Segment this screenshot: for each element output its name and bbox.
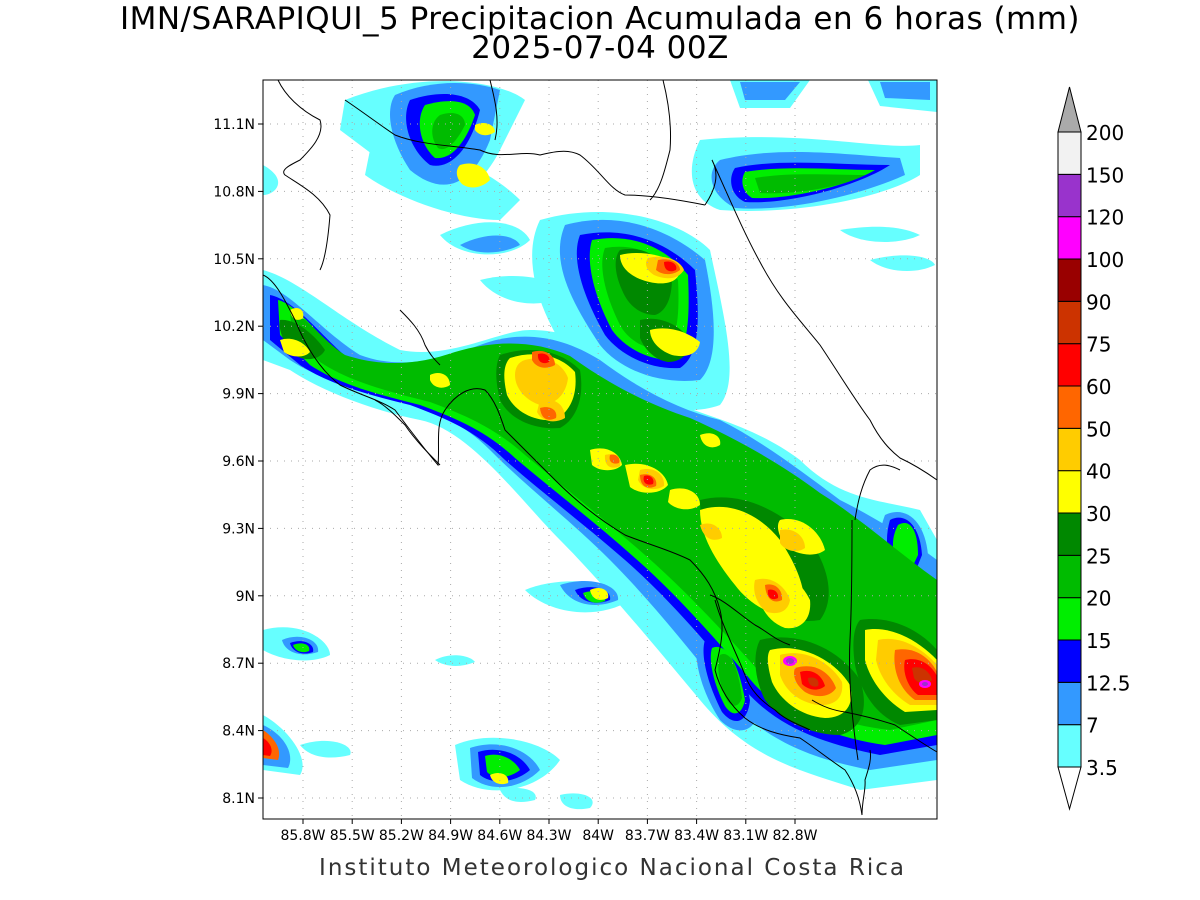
lon-tick-label: 83.1W xyxy=(723,828,768,844)
colorbar-swatch xyxy=(1057,427,1082,472)
longitude-labels: 85.8W 85.5W 85.2W 84.9W 84.6W 84.3W 84W 83.7W 83… xyxy=(280,819,818,844)
lon-tick-label: 84.6W xyxy=(477,828,522,844)
lon-tick-label: 83.7W xyxy=(625,828,670,844)
colorbar-level-label: 20 xyxy=(1086,587,1111,611)
lat-tick-label: 10.2N xyxy=(213,319,255,335)
colorbar-swatch xyxy=(1057,131,1082,175)
colorbar-swatch xyxy=(1057,258,1082,302)
colorbar-swatch xyxy=(1057,724,1082,768)
map-datetime: 2025-07-04 00Z xyxy=(471,30,729,66)
lat-tick-label: 9.6N xyxy=(222,454,255,470)
map-area xyxy=(263,80,937,819)
colorbar-level-label: 100 xyxy=(1086,248,1124,272)
colorbar-swatch xyxy=(1057,300,1082,345)
lat-tick-label: 8.1N xyxy=(222,791,255,807)
colorbar-level-label: 3.5 xyxy=(1086,756,1118,780)
coastline-borders xyxy=(263,80,937,816)
colorbar-level-label: 200 xyxy=(1086,121,1124,145)
lon-tick-label: 84.3W xyxy=(526,828,571,844)
colorbar-level-label: 75 xyxy=(1086,333,1111,357)
colorbar-level-label: 90 xyxy=(1086,290,1111,314)
lat-tick-label: 9N xyxy=(236,589,255,605)
colorbar-level-label: 25 xyxy=(1086,544,1111,568)
colorbar-swatch xyxy=(1057,639,1082,683)
lat-tick-label: 8.4N xyxy=(222,724,255,740)
map-title: IMN/SARAPIQUI_5 Precipitacion Acumulada … xyxy=(119,1,1081,37)
colorbar-swatch xyxy=(1057,470,1082,514)
lon-tick-label: 82.8W xyxy=(772,828,817,844)
latitude-labels: 11.1N 10.8N 10.5N 10.2N 9.9N 9.6N 9.3N 9N 8.7N 8.… xyxy=(213,117,263,807)
colorbar-level-label: 15 xyxy=(1086,629,1111,653)
colorbar-level-label: 7 xyxy=(1086,714,1099,738)
lon-tick-label: 85.8W xyxy=(280,828,325,844)
colorbar-level-label: 50 xyxy=(1086,417,1111,441)
map-gridlines xyxy=(263,80,937,819)
credit-text: Instituto Meteorologico Nacional Costa R… xyxy=(319,855,906,881)
colorbar-level-label: 12.5 xyxy=(1086,671,1131,695)
lat-tick-label: 9.3N xyxy=(222,521,255,537)
precipitation-field xyxy=(263,80,937,810)
colorbar-level-label: 30 xyxy=(1086,502,1111,526)
map-frame xyxy=(262,79,938,820)
lat-tick-label: 10.5N xyxy=(213,252,255,268)
lon-tick-label: 85.2W xyxy=(379,828,424,844)
colorbar-swatch xyxy=(1057,554,1082,599)
colorbar-level-label: 40 xyxy=(1086,460,1111,484)
colorbar-swatch xyxy=(1057,681,1082,726)
colorbar-bottom-arrow xyxy=(1057,766,1082,811)
lat-tick-label: 11.1N xyxy=(213,117,255,133)
colorbar-swatch xyxy=(1057,512,1082,556)
colorbar-swatch xyxy=(1057,173,1082,218)
lon-tick-label: 85.5W xyxy=(330,828,375,844)
lat-tick-label: 9.9N xyxy=(222,387,255,403)
lat-tick-label: 8.7N xyxy=(222,656,255,672)
lat-tick-label: 10.8N xyxy=(213,184,255,200)
colorbar-swatch xyxy=(1057,385,1082,429)
lon-tick-label: 84.9W xyxy=(428,828,473,844)
colorbar-top-arrow xyxy=(1057,86,1082,133)
colorbar-swatch xyxy=(1057,597,1082,641)
colorbar-legend: 3.5 7 12.5 15 20 25 30 40 50 60 75 90 100 120 150 200 xyxy=(1057,86,1131,811)
colorbar-level-label: 150 xyxy=(1086,163,1124,187)
lon-tick-label: 83.4W xyxy=(674,828,719,844)
colorbar-swatch xyxy=(1057,216,1082,260)
lon-tick-label: 84W xyxy=(582,828,614,844)
colorbar-level-label: 60 xyxy=(1086,375,1111,399)
colorbar-swatch xyxy=(1057,343,1082,387)
colorbar-level-label: 120 xyxy=(1086,206,1124,230)
